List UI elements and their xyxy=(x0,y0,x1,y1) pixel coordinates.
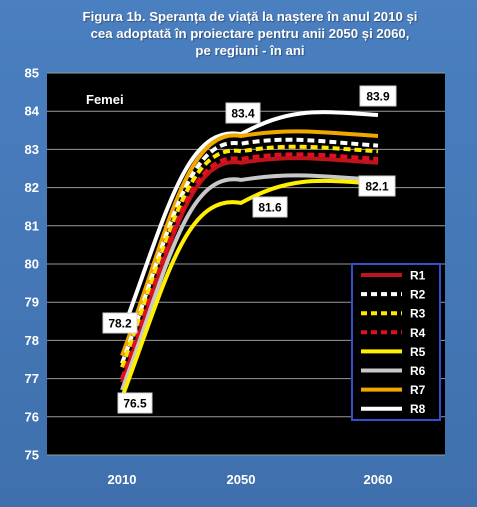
legend-box xyxy=(351,263,441,421)
data-label-text: 78.2 xyxy=(108,317,132,331)
data-label-text: 82.1 xyxy=(365,180,389,194)
legend-label-r2: R2 xyxy=(410,288,426,302)
legend-label-r5: R5 xyxy=(410,345,426,359)
data-label-box xyxy=(358,175,396,197)
legend-label-r1: R1 xyxy=(410,269,426,283)
data-label: 83.4 xyxy=(225,102,261,124)
legend-label-r8: R8 xyxy=(410,402,426,416)
data-label: 76.5 xyxy=(117,392,153,414)
x-tick-label: 2060 xyxy=(364,472,393,487)
data-label-box xyxy=(252,196,288,218)
legend-label-r7: R7 xyxy=(410,383,426,397)
y-tick-label: 81 xyxy=(25,218,39,233)
data-label: 78.2 xyxy=(102,312,138,334)
series-line-r6 xyxy=(120,173,379,391)
y-tick-label: 82 xyxy=(25,180,39,195)
chart-title: Figura 1b. Speranța de viață la naștere … xyxy=(40,8,460,59)
y-tick-label: 77 xyxy=(25,371,39,386)
data-label-box xyxy=(102,312,138,334)
data-label: 82.1 xyxy=(358,175,396,197)
legend-label-r3: R3 xyxy=(410,307,426,321)
legend-label-r4: R4 xyxy=(410,326,426,340)
data-label-text: 81.6 xyxy=(258,201,282,215)
y-tick-label: 79 xyxy=(25,295,39,310)
data-label-text: 83.9 xyxy=(366,90,390,104)
data-label: 83.9 xyxy=(359,85,397,107)
data-label-text: 76.5 xyxy=(123,397,147,411)
panel-label: Femei xyxy=(86,92,124,107)
series-line-r5 xyxy=(120,178,379,399)
y-tick-label: 85 xyxy=(25,66,39,81)
data-label-box xyxy=(117,392,153,414)
chart-title-line-1: Figura 1b. Speranța de viață la naștere … xyxy=(82,9,418,24)
y-tick-label: 75 xyxy=(25,448,39,463)
x-tick-label: 2050 xyxy=(227,472,256,487)
data-label-box xyxy=(225,102,261,124)
legend-label-r6: R6 xyxy=(410,364,426,378)
data-label-text: 83.4 xyxy=(231,107,255,121)
data-label: 81.6 xyxy=(252,196,288,218)
series-line-r4 xyxy=(120,152,379,380)
x-tick-label: 2010 xyxy=(108,472,137,487)
y-tick-label: 76 xyxy=(25,409,39,424)
y-tick-label: 80 xyxy=(25,257,39,272)
y-tick-label: 78 xyxy=(25,333,39,348)
series-line-r2 xyxy=(120,137,379,365)
data-label-box xyxy=(359,85,397,107)
chart-title-line-2: cea adoptată în proiectare pentru anii 2… xyxy=(90,26,410,41)
series-line-r7 xyxy=(120,129,379,357)
y-tick-label: 84 xyxy=(25,104,40,119)
chart-title-line-3: pe regiuni - în ani xyxy=(195,43,305,58)
y-tick-label: 83 xyxy=(25,142,39,157)
series-line-r8 xyxy=(120,110,379,334)
series-line-r3 xyxy=(120,144,379,368)
